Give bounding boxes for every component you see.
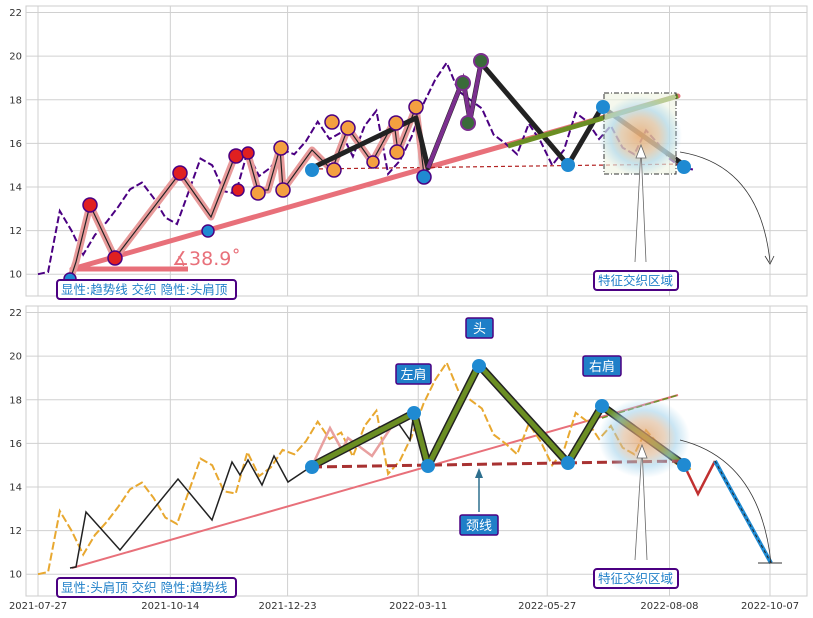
bottom-legend-text: 显性:头肩顶 交织 隐性:趋势线 (61, 580, 228, 595)
bottom-label-left-shoulder: 左肩 (395, 363, 432, 385)
bottom-zone-blob (598, 398, 690, 478)
top-legend-text: 显性:趋势线 交织 隐性:头肩顶 (61, 282, 228, 297)
top-legend: 显性:趋势线 交织 隐性:头肩顶 (56, 279, 237, 300)
top-head-markers (455, 53, 489, 131)
bottom-projection-curve (679, 439, 772, 564)
bottom-projection-red (682, 460, 717, 497)
x-tick-label: 2022-10-07 (741, 601, 799, 612)
top-head-purple (426, 62, 483, 169)
bottom-neckline-arrowhead (475, 468, 483, 478)
y-tick-label: 18 (9, 95, 22, 106)
x-tick-label: 2021-07-27 (9, 601, 67, 612)
x-tick-label: 2022-03-11 (389, 601, 447, 612)
bottom-trend-line (71, 394, 679, 569)
bottom-projection-blue-dash (714, 460, 772, 564)
bottom-label-neckline-text: 颈线 (466, 519, 492, 534)
y-tick-label: 20 (9, 52, 22, 63)
top-angle-label: ∡38.9˚ (172, 248, 241, 270)
bottom-zone-arrowhead (636, 443, 648, 459)
bottom-neckline (311, 459, 685, 469)
bottom-label-head-text: 头 (473, 322, 486, 337)
bottom-price-series (37, 360, 694, 576)
bottom-pivot-markers (305, 359, 691, 474)
bottom-zone-label-text: 特征交织区域 (598, 571, 673, 586)
top-panel: ∡38.9˚ (37, 53, 775, 300)
x-tick-label: 2022-08-08 (640, 601, 698, 612)
y-tick-label: 22 (9, 308, 22, 319)
y-tick-label: 18 (9, 395, 22, 406)
bottom-label-right-shoulder: 右肩 (582, 355, 622, 377)
top-projection-curve (679, 151, 771, 263)
y-tick-label: 14 (9, 182, 22, 193)
top-red-markers (82, 146, 255, 266)
axis-ticks: 10 12 14 16 18 20 22 10 12 14 16 18 20 22 2021-07-27 20… (9, 8, 799, 612)
bottom-legend: 显性:头肩顶 交织 隐性:趋势线 (56, 577, 237, 598)
bottom-label-neckline: 颈线 (459, 514, 499, 536)
y-tick-label: 10 (9, 270, 22, 281)
bottom-panel-frame (25, 305, 808, 597)
y-tick-label: 12 (9, 226, 22, 237)
bottom-panel: 头 左肩 右肩 颈线 显性:头肩顶 交织 隐性:趋势线 特征交织区域 (37, 317, 782, 598)
bottom-label-left-shoulder-text: 左肩 (400, 367, 426, 383)
x-tick-label: 2021-12-23 (259, 601, 317, 612)
bottom-label-right-shoulder-text: 右肩 (589, 359, 615, 375)
y-tick-label: 22 (9, 8, 22, 19)
bottom-label-head: 头 (465, 317, 494, 339)
top-orange-markers (250, 99, 424, 201)
y-tick-label: 16 (9, 439, 22, 450)
x-tick-label: 2021-10-14 (141, 601, 199, 612)
bottom-zone-label: 特征交织区域 (593, 568, 679, 589)
top-projection-arrowhead (764, 255, 775, 265)
top-zone-label-text: 特征交织区域 (598, 273, 673, 288)
top-panel-frame (25, 5, 808, 297)
top-price-series (37, 60, 694, 276)
top-zone-label: 特征交织区域 (593, 270, 679, 291)
y-tick-label: 12 (9, 526, 22, 537)
y-tick-label: 14 (9, 482, 22, 493)
top-zone-blob (598, 96, 682, 176)
x-tick-label: 2022-05-27 (518, 601, 576, 612)
y-tick-label: 16 (9, 139, 22, 150)
y-tick-label: 10 (9, 570, 22, 581)
y-tick-label: 20 (9, 352, 22, 363)
top-zone-arrowhead (635, 143, 647, 159)
